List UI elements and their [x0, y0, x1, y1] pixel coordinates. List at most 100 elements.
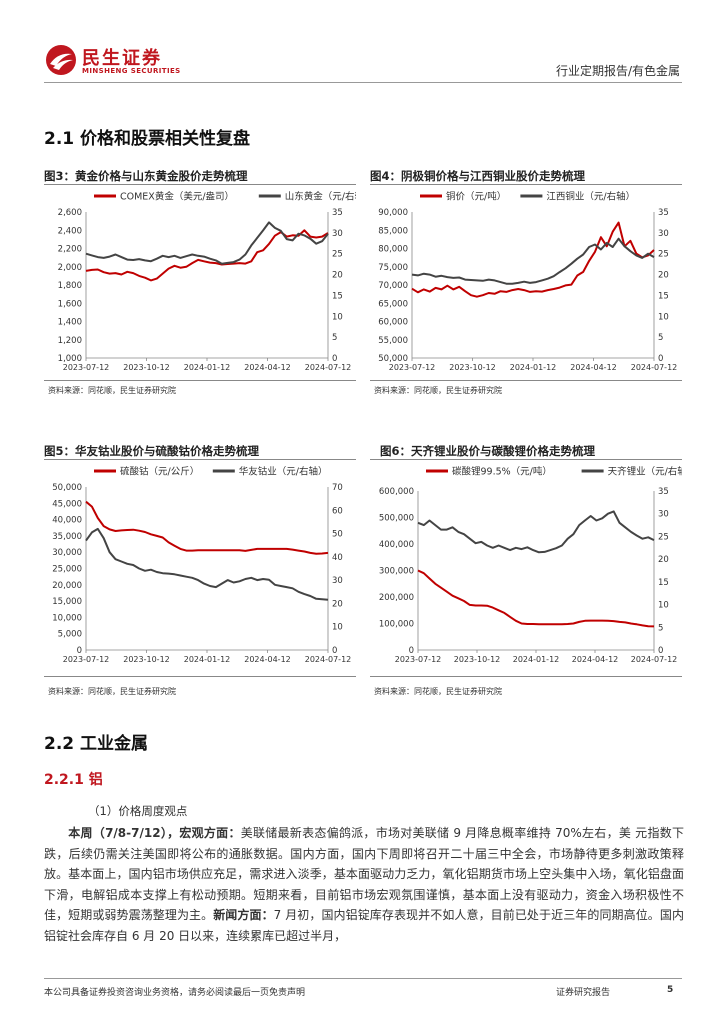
right-tick-label: 30 — [658, 510, 669, 520]
left-tick-label: 500,000 — [379, 514, 414, 524]
x-tick-label: 2024-01-12 — [184, 655, 231, 664]
series-line — [417, 510, 655, 554]
right-tick-label: 20 — [658, 555, 669, 565]
x-tick-label: 2023-07-12 — [63, 655, 110, 664]
fig5-title: 图5：华友钴业股价与硫酸钴价格走势梳理 — [44, 444, 259, 458]
fig4-title: 图4：阴极铜价格与江西铜业股价走势梳理 — [370, 169, 585, 183]
left-tick-label: 1,400 — [58, 318, 82, 328]
x-tick-label: 2023-10-12 — [123, 655, 170, 664]
left-tick-label: 5,000 — [58, 630, 82, 640]
body-paragraph: 本周（7/8-7/12），宏观方面：美联储最新表态偏鸽派，市场对美联储 9 月降… — [44, 823, 684, 946]
right-tick-label: 15 — [332, 291, 343, 301]
right-tick-label: 25 — [332, 250, 343, 260]
left-tick-label: 400,000 — [379, 540, 414, 550]
right-tick-label: 30 — [658, 229, 669, 239]
left-tick-label: 15,000 — [52, 597, 82, 607]
right-tick-label: 10 — [658, 601, 669, 611]
series-line — [85, 527, 329, 601]
right-tick-label: 5 — [332, 333, 337, 343]
footer-disclaimer: 本公司具备证券投资咨询业务资格，请务必阅读最后一页免责声明 — [44, 988, 306, 998]
right-tick-label: 0 — [332, 646, 337, 656]
brand-name-en: MINSHENG SECURITIES — [82, 67, 181, 75]
series-line — [85, 221, 329, 265]
fig6-chart: 600,000 500,000 400,000 300,000 200,000 100,0… — [379, 466, 682, 665]
fig4-source: 资料来源：同花顺，民生证券研究院 — [374, 386, 502, 395]
left-tick-label: 55,000 — [378, 336, 408, 346]
left-tick-label: 2,600 — [58, 208, 82, 218]
right-tick-label: 10 — [332, 312, 343, 322]
x-tick-label: 2023-07-12 — [395, 655, 442, 664]
left-tick-label: 600,000 — [379, 487, 414, 497]
news-bold: 新闻方面： — [213, 908, 274, 922]
right-tick-label: 25 — [658, 532, 669, 542]
fig5-chart: 50,000 45,000 40,000 35,000 30,000 25,000 20,0… — [52, 466, 351, 665]
x-tick-label: 2023-07-12 — [63, 363, 110, 372]
legend-label: COMEX黄金（美元/盎司） — [120, 191, 234, 203]
legend-label: 山东黄金（元/右轴） — [285, 191, 356, 203]
subsection-heading: 2.2.1 铝 — [44, 772, 103, 788]
left-tick-label: 2,400 — [58, 226, 82, 236]
left-tick-label: 20,000 — [52, 581, 82, 591]
legend-label: 碳酸锂99.5%（元/吨） — [452, 466, 552, 478]
section2-heading: 2.2 工业金属 — [44, 734, 149, 754]
right-tick-label: 15 — [658, 291, 669, 301]
left-tick-label: 0 — [409, 646, 414, 656]
x-tick-label: 2024-07-12 — [631, 655, 678, 664]
left-tick-label: 10,000 — [52, 613, 82, 623]
right-tick-label: 35 — [658, 487, 669, 497]
point-label: （1）价格周度观点 — [88, 804, 188, 818]
right-tick-label: 10 — [658, 312, 669, 322]
section-heading: 2.1 价格和股票相关性复盘 — [44, 129, 251, 149]
left-tick-label: 1,000 — [58, 354, 82, 364]
report-type: 行业定期报告/有色金属 — [555, 64, 680, 78]
fig5-bottom-rule — [44, 676, 356, 677]
left-tick-label: 1,800 — [58, 281, 82, 291]
lead-bold: 本周（7/8-7/12），宏观方面： — [68, 826, 241, 840]
left-tick-label: 45,000 — [52, 499, 82, 509]
right-tick-label: 70 — [332, 483, 343, 493]
left-tick-label: 50,000 — [52, 483, 82, 493]
right-tick-label: 60 — [332, 506, 343, 516]
fig6-bottom-rule — [370, 676, 682, 677]
left-tick-label: 30,000 — [52, 548, 82, 558]
fig3-chart: 2,600 2,400 2,200 2,000 1,800 1,600 1,400 1,200… — [58, 191, 356, 373]
fig3-bottom-rule — [44, 380, 356, 381]
left-tick-label: 2,000 — [58, 263, 82, 273]
right-tick-label: 15 — [658, 578, 669, 588]
series-line — [411, 221, 655, 298]
x-tick-label: 2023-07-12 — [389, 363, 436, 372]
left-tick-label: 50,000 — [378, 354, 408, 364]
right-tick-label: 20 — [332, 271, 343, 281]
right-tick-label: 0 — [658, 354, 663, 364]
legend-label: 硫酸钴（元/公斤） — [120, 466, 199, 478]
x-tick-label: 2023-10-12 — [123, 363, 170, 372]
series-line — [85, 500, 329, 555]
right-tick-label: 20 — [332, 599, 343, 609]
right-tick-label: 30 — [332, 229, 343, 239]
left-tick-label: 75,000 — [378, 263, 408, 273]
left-tick-label: 90,000 — [378, 208, 408, 218]
right-tick-label: 0 — [332, 354, 337, 364]
brand-logo-icon — [46, 45, 76, 75]
left-tick-label: 100,000 — [379, 620, 414, 630]
right-tick-label: 0 — [658, 646, 663, 656]
page-number: 5 — [667, 985, 674, 995]
legend-label: 铜价（元/吨） — [446, 191, 506, 203]
brand-name-cn: 民生证券 — [82, 48, 162, 69]
fig4-chart: 90,000 85,000 80,000 75,000 70,000 65,000 60,0… — [378, 191, 677, 373]
x-tick-label: 2024-07-12 — [305, 363, 352, 372]
left-tick-label: 25,000 — [52, 565, 82, 575]
left-tick-label: 2,200 — [58, 245, 82, 255]
x-tick-label: 2024-01-12 — [184, 363, 231, 372]
fig6-title: 图6：天齐锂业股价与碳酸锂价格走势梳理 — [380, 444, 595, 458]
left-tick-label: 1,600 — [58, 299, 82, 309]
series-line — [85, 229, 329, 282]
right-tick-label: 35 — [332, 208, 343, 218]
legend-label: 华友钴业（元/右轴） — [239, 466, 328, 478]
footer-label: 证券研究报告 — [556, 988, 611, 998]
fig6-rule — [370, 459, 682, 460]
x-tick-label: 2023-10-12 — [454, 655, 501, 664]
right-tick-label: 35 — [658, 208, 669, 218]
left-tick-label: 65,000 — [378, 299, 408, 309]
x-tick-label: 2024-04-12 — [244, 363, 291, 372]
